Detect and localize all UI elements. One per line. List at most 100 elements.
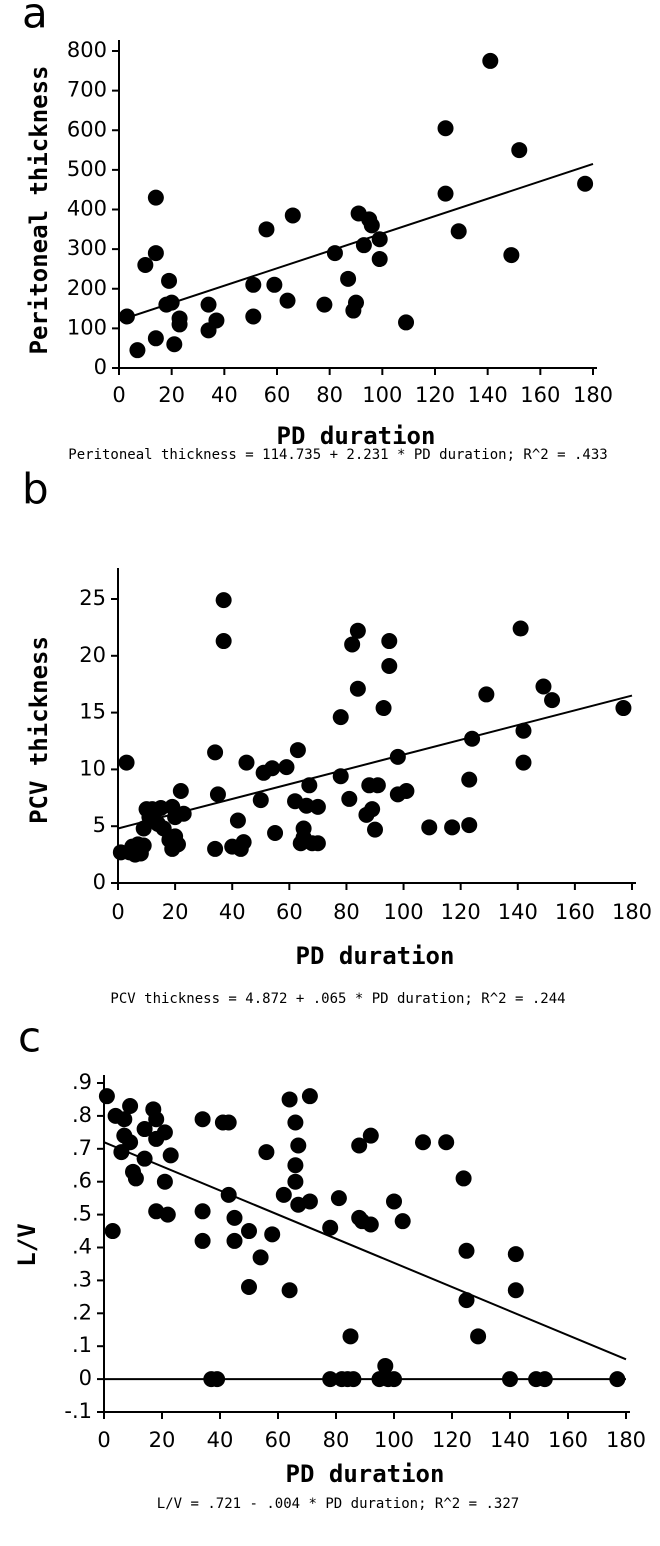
point [264,1226,281,1243]
point [342,1328,359,1345]
point [363,217,380,234]
point [377,1357,394,1374]
point [162,1147,179,1164]
point [147,245,164,262]
point [507,1246,524,1263]
y-tick-label: .2 [72,1300,92,1324]
point [135,837,152,854]
point [394,1213,411,1230]
point [316,296,333,313]
point [438,1134,455,1151]
point [194,1203,211,1220]
point [364,801,381,818]
point [258,221,275,238]
point [156,1124,173,1141]
point [544,692,561,709]
point [252,1249,269,1266]
point [207,840,224,857]
point [301,1088,318,1105]
x-tick-label: 120 [441,900,481,924]
point [362,1216,379,1233]
point [615,700,632,717]
point [458,1292,475,1309]
y-tick-label: 0 [94,355,107,379]
point [148,1111,165,1128]
point [461,771,478,788]
point [287,1114,304,1131]
y-tick-label: -.1 [64,1399,92,1423]
point [171,316,188,333]
x-tick-label: 40 [207,1428,234,1452]
y-axis-label: PCV thickness [25,636,53,824]
y-tick-label: .3 [72,1267,92,1291]
point [362,1127,379,1144]
x-tick-label: 20 [149,1428,176,1452]
point [137,256,154,273]
x-tick-label: 100 [384,900,424,924]
point [351,1137,368,1154]
point [341,790,358,807]
point [104,1223,121,1240]
y-tick-label: 25 [79,586,106,610]
x-tick-label: 140 [498,900,538,924]
point [444,819,461,836]
point [464,730,481,747]
point [169,836,186,853]
x-axis-label: PD duration [277,422,436,450]
x-tick-label: 0 [97,1428,110,1452]
point [129,342,146,359]
point [371,251,388,268]
point [226,1209,243,1226]
point [345,1371,362,1388]
point [245,276,262,293]
x-tick-label: 100 [362,383,402,407]
point [284,207,301,224]
point [172,782,189,799]
y-tick-label: .8 [72,1103,92,1127]
y-tick-label: 20 [79,643,106,667]
x-tick-label: 40 [219,900,246,924]
point [450,223,467,240]
point [98,1088,115,1105]
point [398,782,415,799]
y-axis-label: Peritoneal thickness [25,66,53,355]
point [348,294,364,311]
point [330,1190,347,1207]
point [511,142,528,159]
point [478,686,495,703]
point [281,1091,298,1108]
point [482,52,499,69]
point [281,1282,298,1299]
x-tick-label: 60 [265,1428,292,1452]
x-tick-label: 100 [374,1428,414,1452]
point [235,834,252,851]
y-tick-label: .4 [72,1235,92,1259]
point [207,744,224,761]
point [421,819,438,836]
y-tick-label: 0 [93,870,106,894]
point [515,722,532,739]
point [159,1206,176,1223]
point [208,312,225,329]
x-tick-label: 80 [333,900,360,924]
x-tick-label: 20 [158,383,185,407]
point [536,1371,553,1388]
x-tick-label: 20 [162,900,189,924]
point [127,1170,144,1187]
x-tick-label: 140 [490,1428,530,1452]
point [349,622,366,639]
point [322,1371,339,1388]
y-tick-label: 100 [67,315,107,339]
point [241,1278,257,1295]
point [344,636,361,653]
fit-line [117,694,633,830]
point [332,709,349,726]
x-tick-label: 160 [520,383,560,407]
y-tick-label: 10 [79,756,106,780]
point [289,742,306,759]
point [512,620,529,637]
x-tick-label: 0 [111,900,124,924]
x-tick-label: 160 [548,1428,588,1452]
point [577,175,594,192]
